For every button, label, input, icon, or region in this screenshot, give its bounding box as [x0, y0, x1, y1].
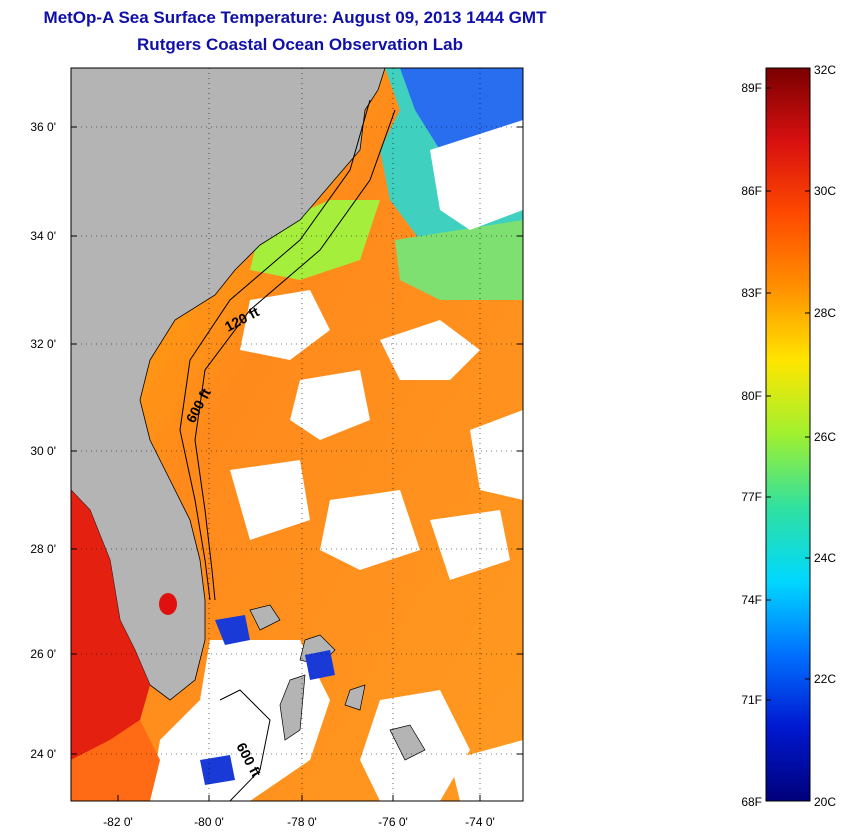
map-title: MetOp-A Sea Surface Temperature: August … — [43, 8, 547, 27]
latitude-labels: 36 0' 34 0' 32 0' 30 0' 28 0' 26 0' 24 0… — [30, 120, 56, 761]
colorbar-c-label: 26C — [814, 430, 836, 444]
colorbar-f-label: 77F — [741, 490, 762, 504]
contour-600ft — [194, 109, 396, 601]
lat-label: 28 0' — [30, 542, 56, 556]
lat-label: 32 0' — [30, 337, 56, 351]
graticule — [71, 68, 523, 801]
lon-label: -78 0' — [287, 815, 317, 829]
gulf-warm-water — [71, 490, 150, 760]
colorbar-c-label: 24C — [814, 551, 836, 565]
bahamas-banks — [200, 615, 335, 785]
lat-label: 24 0' — [30, 747, 56, 761]
lat-label: 36 0' — [30, 120, 56, 134]
lat-label: 34 0' — [30, 229, 56, 243]
cool-band-east — [395, 220, 523, 300]
lon-label: -80 0' — [194, 815, 224, 829]
colorbar-f-label: 83F — [741, 286, 762, 300]
lat-label: 30 0' — [30, 444, 56, 458]
contour-120ft — [179, 99, 371, 601]
lon-label: -74 0' — [465, 815, 495, 829]
cloud-cover — [150, 120, 523, 801]
colorbar-f-label: 89F — [741, 81, 762, 95]
bahamas-islands — [249, 604, 426, 761]
colorbar-c-label: 30C — [814, 184, 836, 198]
colorbar-f-label: 86F — [741, 184, 762, 198]
map-area: 120 ft 600 ft 600 ft — [71, 68, 523, 801]
colorbar-f-label: 80F — [741, 389, 762, 403]
colorbar-f-label: 74F — [741, 593, 762, 607]
colorbar-f-label: 68F — [741, 795, 762, 809]
colorbar-fahrenheit-labels: 89F 86F 83F 80F 77F 74F 71F 68F — [741, 81, 762, 809]
colorbar-celsius-labels: 32C 30C 28C 26C 24C 22C 20C — [814, 63, 836, 809]
colorbar-f-label: 71F — [741, 693, 762, 707]
colorbar-ticks — [766, 87, 810, 701]
colorbar — [765, 67, 811, 802]
colorbar-c-label: 32C — [814, 63, 836, 77]
lat-label: 26 0' — [30, 647, 56, 661]
map-frame — [70, 67, 524, 802]
lon-label: -82 0' — [103, 815, 133, 829]
gulf-south-water — [71, 720, 160, 801]
colorbar-c-label: 22C — [814, 672, 836, 686]
map-ticks — [71, 126, 523, 801]
shelf-water — [250, 200, 380, 280]
lake-okeechobee — [159, 593, 177, 615]
longitude-labels: -82 0' -80 0' -78 0' -76 0' -74 0' — [103, 815, 495, 829]
colorbar-c-label: 28C — [814, 306, 836, 320]
lon-label: -76 0' — [378, 815, 408, 829]
colorbar-c-label: 20C — [814, 795, 836, 809]
map-subtitle: Rutgers Coastal Ocean Observation Lab — [137, 35, 463, 54]
contour-600ft-south — [219, 689, 271, 801]
